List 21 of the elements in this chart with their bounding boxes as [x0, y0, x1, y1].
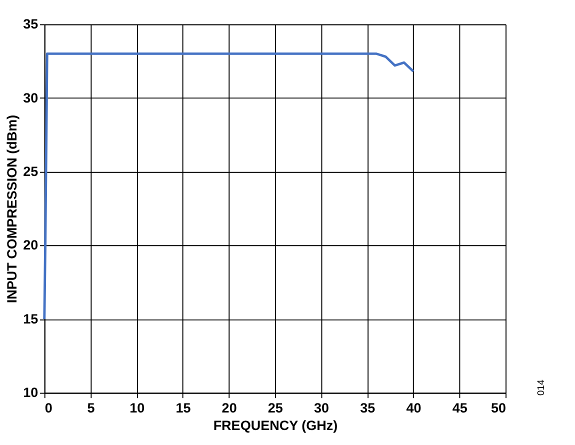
text: 014 [536, 378, 548, 396]
x-tick-label: 25 [268, 400, 284, 416]
y-axis-title: INPUT COMPRESSION (dBm) [4, 114, 20, 304]
x-tick-label: 0 [44, 400, 52, 416]
x-axis-title: FREQUENCY (GHz) [213, 418, 338, 433]
y-tick-label: 10 [23, 385, 38, 400]
y-tick-label: 25 [23, 164, 39, 179]
x-tick-label: 50 [490, 400, 506, 416]
x-tick-label: 10 [130, 400, 145, 416]
y-tick-label: 30 [23, 90, 38, 106]
x-tick-label: 40 [406, 400, 422, 416]
y-tick-label: 15 [23, 311, 39, 326]
x-tick-label: 30 [314, 400, 330, 416]
x-tick-label: 35 [360, 400, 376, 416]
x-tick-label: 5 [87, 400, 96, 416]
y-tick-label: 35 [23, 16, 39, 32]
x-tick-label: 20 [222, 400, 237, 416]
y-tick-label: 20 [23, 238, 38, 253]
line-series [43, 52, 415, 320]
x-tick-label: 45 [452, 400, 468, 416]
x-tick-label: 15 [176, 400, 192, 416]
